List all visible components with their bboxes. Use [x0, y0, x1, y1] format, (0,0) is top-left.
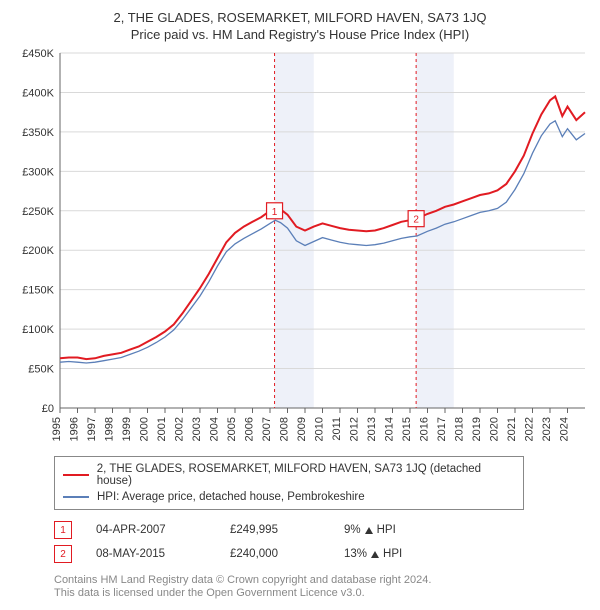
sale-price: £240,000	[230, 548, 320, 560]
x-tick-label: 2018	[454, 417, 466, 441]
y-tick-label: £50K	[28, 364, 54, 376]
x-tick-label: 2002	[174, 417, 186, 441]
sale-delta-pct: 9%	[344, 524, 361, 536]
series-price-paid	[60, 96, 585, 359]
x-tick-label: 1998	[104, 417, 116, 441]
sale-marker-id: 2	[413, 215, 419, 226]
arrow-up-icon	[365, 527, 373, 534]
legend-row: 2, THE GLADES, ROSEMARKET, MILFORD HAVEN…	[63, 461, 515, 489]
chart-subtitle: Price paid vs. HM Land Registry's House …	[10, 27, 590, 42]
legend-swatch	[63, 474, 89, 476]
sale-date: 04-APR-2007	[96, 524, 206, 536]
x-tick-label: 2008	[279, 417, 291, 441]
sale-row: 2 08-MAY-2015 £240,000 13% HPI	[54, 542, 590, 566]
x-tick-label: 2007	[261, 417, 273, 441]
sale-row-marker: 1	[54, 521, 72, 539]
x-tick-label: 2005	[226, 417, 238, 441]
shade-band	[275, 53, 314, 408]
x-tick-label: 2001	[156, 417, 168, 441]
x-tick-label: 2012	[349, 417, 361, 441]
sale-row-marker: 2	[54, 545, 72, 563]
footer: Contains HM Land Registry data © Crown c…	[54, 574, 590, 599]
x-tick-label: 2017	[436, 417, 448, 441]
x-tick-label: 2014	[384, 417, 396, 441]
footer-line-2: This data is licensed under the Open Gov…	[54, 587, 590, 599]
y-tick-label: £150K	[22, 285, 54, 297]
footer-line-1: Contains HM Land Registry data © Crown c…	[54, 574, 590, 586]
sale-delta: 13% HPI	[344, 548, 402, 560]
x-tick-label: 2015	[401, 417, 413, 441]
legend-swatch	[63, 496, 89, 498]
x-tick-label: 2010	[314, 417, 326, 441]
series-hpi	[60, 121, 585, 363]
y-tick-label: £0	[42, 403, 54, 415]
x-tick-label: 2003	[191, 417, 203, 441]
y-tick-label: £350K	[22, 127, 54, 139]
x-tick-label: 2023	[541, 417, 553, 441]
y-tick-label: £200K	[22, 245, 54, 257]
shade-band	[416, 53, 454, 408]
x-tick-label: 2011	[331, 417, 343, 441]
sale-delta-vs: HPI	[377, 524, 396, 536]
arrow-up-icon	[371, 551, 379, 558]
x-tick-label: 2006	[244, 417, 256, 441]
x-tick-label: 2013	[366, 417, 378, 441]
x-tick-label: 2019	[471, 417, 483, 441]
chart-svg: £0 £50K £100K £150K £200K £250K £300K £350K £400…	[10, 48, 590, 448]
x-tick-label: 1995	[51, 417, 63, 441]
sale-row: 1 04-APR-2007 £249,995 9% HPI	[54, 518, 590, 542]
sales-table: 1 04-APR-2007 £249,995 9% HPI 2 08-MAY-2015 £24…	[54, 518, 590, 566]
legend-label: 2, THE GLADES, ROSEMARKET, MILFORD HAVEN…	[97, 463, 515, 487]
x-tick-label: 2004	[209, 417, 221, 441]
y-tick-label: £100K	[22, 324, 54, 336]
sale-date: 08-MAY-2015	[96, 548, 206, 560]
x-tick-label: 2000	[139, 417, 151, 441]
x-tick-label: 2016	[419, 417, 431, 441]
x-tick-label: 2009	[296, 417, 308, 441]
legend-row: HPI: Average price, detached house, Pemb…	[63, 489, 515, 505]
y-tick-label: £400K	[22, 87, 54, 99]
sale-price: £249,995	[230, 524, 320, 536]
y-tick-label: £300K	[22, 166, 54, 178]
sale-marker-id: 1	[272, 207, 278, 218]
sale-delta: 9% HPI	[344, 524, 396, 536]
x-tick-label: 1999	[121, 417, 133, 441]
x-tick-label: 2021	[506, 417, 518, 441]
x-tick-label: 2022	[524, 417, 536, 441]
sale-delta-vs: HPI	[383, 548, 402, 560]
legend-label: HPI: Average price, detached house, Pemb…	[97, 491, 365, 503]
legend-box: 2, THE GLADES, ROSEMARKET, MILFORD HAVEN…	[54, 456, 524, 510]
x-tick-label: 2024	[559, 417, 571, 441]
y-tick-label: £450K	[22, 48, 54, 60]
y-tick-label: £250K	[22, 206, 54, 218]
chart-area: £0 £50K £100K £150K £200K £250K £300K £350K £400…	[10, 48, 590, 448]
chart-title: 2, THE GLADES, ROSEMARKET, MILFORD HAVEN…	[10, 10, 590, 25]
x-tick-label: 2020	[489, 417, 501, 441]
x-tick-label: 1997	[86, 417, 98, 441]
x-tick-label: 1996	[69, 417, 81, 441]
sale-delta-pct: 13%	[344, 548, 367, 560]
